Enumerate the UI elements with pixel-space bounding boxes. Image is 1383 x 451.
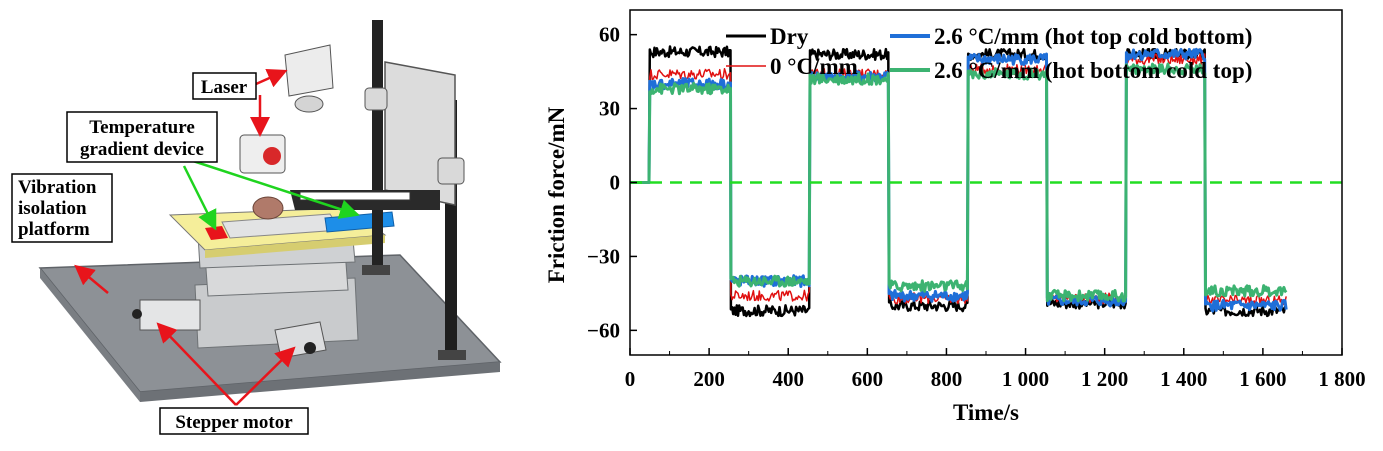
stepper-label-box [159, 407, 309, 435]
x-tick-label: 400 [772, 367, 804, 391]
legend: Dry 0 °C/mm 2.6 °C/mm (hot top cold bott… [726, 24, 1252, 83]
pillar-rear-foot [362, 265, 390, 275]
pillar-rear [372, 20, 383, 275]
x-axis-label: Time/s [953, 400, 1019, 425]
y-tick-label: 60 [599, 23, 620, 47]
temperature-label-line1: Temperature [89, 117, 195, 138]
legend-label-hot-bottom: 2.6 °C/mm (hot bottom cold top) [934, 58, 1252, 83]
stepper-motor-left-shaft [132, 309, 142, 319]
stepper-arrow-left [156, 322, 237, 406]
x-tick-label: 200 [693, 367, 725, 391]
y-tick-label: −30 [587, 244, 620, 268]
laser-arrow-to-head [255, 68, 288, 88]
vibration-label-line2: isolation [18, 198, 87, 219]
clamp-upper [364, 87, 388, 111]
gradient-arrow-left [182, 165, 217, 231]
legend-label-hot-top: 2.6 °C/mm (hot top cold bottom) [934, 24, 1252, 49]
temperature-label-line2: gradient device [80, 139, 204, 160]
y-tick-label: 0 [610, 171, 621, 195]
x-tick-label: 1 400 [1160, 367, 1207, 391]
axis-ticks: 0 200 400 600 800 1 000 1 200 1 400 1 600 1 800−6… [587, 23, 1366, 391]
pillar-front-foot [438, 350, 466, 360]
x-tick-label: 800 [931, 367, 963, 391]
platform-edge [140, 362, 500, 402]
series-line-3 [629, 62, 1288, 303]
cantilever-slot [299, 191, 411, 201]
x-tick-label: 1 600 [1239, 367, 1286, 391]
platform-arrow [74, 264, 109, 294]
x-tick-label: 0 [625, 367, 636, 391]
ball-specimen [252, 196, 284, 220]
stepper-motor-left [139, 299, 201, 331]
x-tick-label: 1 800 [1318, 367, 1365, 391]
yellow-plate-edge [205, 235, 385, 258]
laser-head [284, 44, 334, 97]
platform-side [40, 268, 140, 402]
stepper-motor-right-shaft [304, 342, 316, 354]
y-axis-label: Friction force/mN [544, 106, 569, 283]
sensor-red-dot [263, 147, 281, 165]
x-tick-label: 600 [852, 367, 884, 391]
laser-lens [294, 95, 324, 113]
laser-label: Laser [201, 77, 248, 98]
vibration-label-line1: Vibration [18, 177, 97, 198]
x-tick-label: 1 000 [1002, 367, 1049, 391]
legend-label-0cmm: 0 °C/mm [770, 54, 858, 79]
vibration-label-line3: platform [18, 219, 90, 240]
laser-label-box [192, 72, 257, 100]
temperature-label-box [66, 111, 218, 163]
friction-chart: 0 200 400 600 800 1 000 1 200 1 400 1 600 1 800−6… [544, 9, 1366, 425]
x-tick-label: 1 200 [1081, 367, 1128, 391]
vibration-label-box [11, 173, 113, 243]
stepper-label: Stepper motor [175, 412, 293, 433]
y-tick-label: 30 [599, 97, 620, 121]
gradient-arrow-right [189, 158, 360, 219]
clamp-lower [437, 157, 465, 185]
apparatus-diagram: Laser Temperature gradient device Vibrat… [8, 6, 521, 435]
series-line-1 [630, 53, 1287, 307]
legend-label-dry: Dry [770, 24, 809, 49]
stepper-arrow-right [235, 346, 296, 406]
y-tick-label: −60 [587, 318, 620, 342]
plot-lines [629, 45, 1342, 318]
